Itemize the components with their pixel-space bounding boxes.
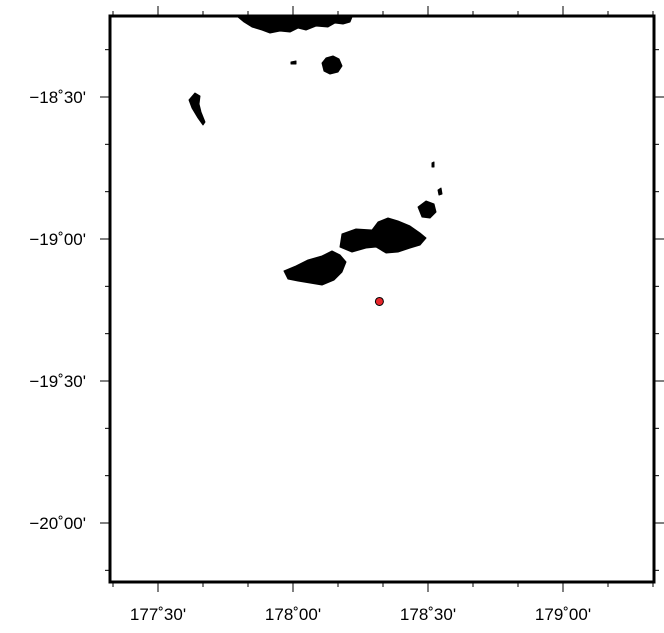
x-tick-label: 178˚00'	[265, 605, 321, 624]
location-marker	[374, 296, 384, 306]
y-tick-label: −19˚30'	[29, 372, 86, 391]
x-tick-label: 178˚30'	[400, 605, 456, 624]
island-southwest	[283, 250, 347, 286]
islet-3	[431, 161, 435, 168]
axis-labels: 177˚30' 178˚00' 178˚30' 179˚00' −18˚30' −19˚0…	[29, 88, 591, 624]
x-tick-label: 177˚30'	[130, 605, 186, 624]
land-masses	[188, 16, 443, 286]
island-north	[237, 16, 353, 34]
y-tick-label: −20˚00'	[29, 514, 86, 533]
island-small-north	[321, 55, 343, 75]
islet-2	[437, 187, 443, 196]
island-west	[188, 92, 206, 126]
island-east	[339, 217, 427, 254]
islet-1	[290, 60, 297, 65]
axis-ticks	[100, 6, 664, 592]
map-frame	[108, 14, 656, 584]
y-tick-label: −18˚30'	[29, 88, 86, 107]
y-tick-label: −19˚00'	[29, 230, 86, 249]
island-northeast	[417, 200, 437, 219]
x-tick-label: 179˚00'	[535, 605, 591, 624]
